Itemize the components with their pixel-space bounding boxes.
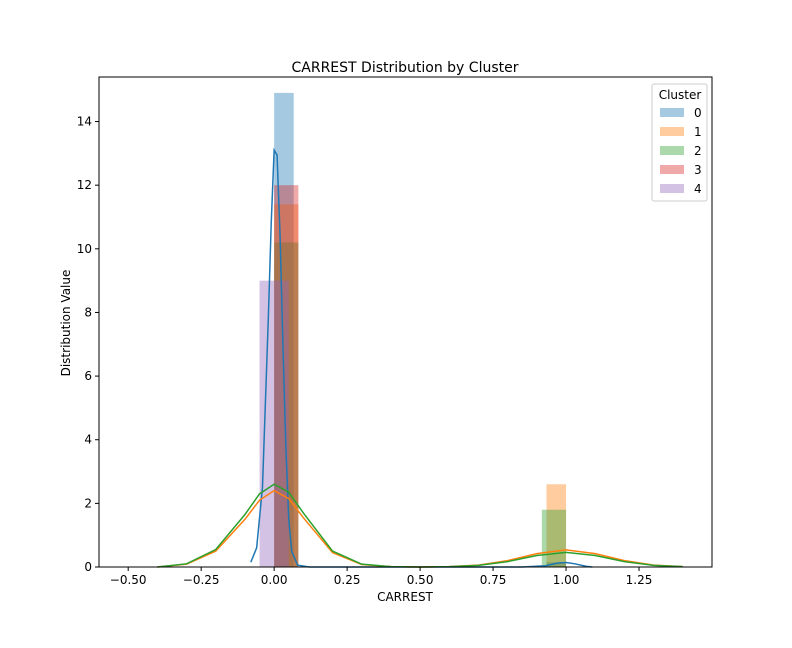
bar-cluster-1-1 [546, 484, 567, 567]
x-axis-label: CARREST [377, 590, 433, 604]
legend-label-cluster-0: 0 [694, 106, 702, 120]
legend-swatch-cluster-4 [660, 184, 684, 193]
legend-frame [651, 83, 708, 202]
plot-frame [98, 76, 713, 568]
y-tick-label: 0 [84, 560, 92, 574]
x-tick-label: −0.50 [110, 573, 147, 587]
y-tick-label: 8 [84, 305, 92, 319]
bar-cluster-0-1 [546, 562, 567, 567]
chart-title: CARREST Distribution by Cluster [292, 60, 519, 76]
y-axis-label: Distribution Value [59, 270, 73, 377]
histogram-bars [259, 92, 567, 567]
legend-swatch-cluster-2 [660, 146, 684, 155]
legend: Cluster 0 1 2 3 4 [651, 83, 708, 202]
y-tick-label: 6 [84, 369, 92, 383]
legend-label-cluster-2: 2 [694, 144, 702, 158]
x-tick-label: −0.25 [183, 573, 220, 587]
kde-line-cluster-1 [157, 489, 683, 568]
bar-cluster-2-0 [274, 242, 299, 567]
y-tick-label: 2 [84, 496, 92, 510]
y-tick-label: 12 [77, 178, 92, 192]
legend-label-cluster-1: 1 [694, 125, 702, 139]
y-tick-label: 4 [84, 433, 92, 447]
legend-swatch-cluster-3 [660, 165, 684, 174]
x-tick-label: 0.50 [407, 573, 434, 587]
x-tick-label: 1.25 [626, 573, 653, 587]
x-tick-label: 0.25 [334, 573, 361, 587]
legend-label-cluster-3: 3 [694, 163, 702, 177]
x-tick-label: 1.00 [553, 573, 580, 587]
kde-line-cluster-2 [157, 483, 683, 568]
legend-swatch-cluster-0 [660, 108, 684, 117]
legend-title: Cluster [659, 88, 702, 102]
legend-label-cluster-4: 4 [694, 182, 702, 196]
kde-curves [157, 147, 683, 568]
x-tick-label: 0.00 [261, 573, 288, 587]
bar-cluster-3-0 [274, 185, 299, 567]
axes: −0.50 −0.25 0.00 0.25 0.50 0.75 1.00 1.25 0 2 4 6 8 1… [77, 76, 713, 587]
legend-swatch-cluster-1 [660, 127, 684, 136]
x-tick-label: 0.75 [480, 573, 507, 587]
y-tick-label: 10 [77, 242, 92, 256]
y-tick-label: 14 [77, 115, 92, 129]
kde-line-cluster-0 [250, 147, 593, 568]
bar-cluster-2-1 [541, 509, 567, 567]
